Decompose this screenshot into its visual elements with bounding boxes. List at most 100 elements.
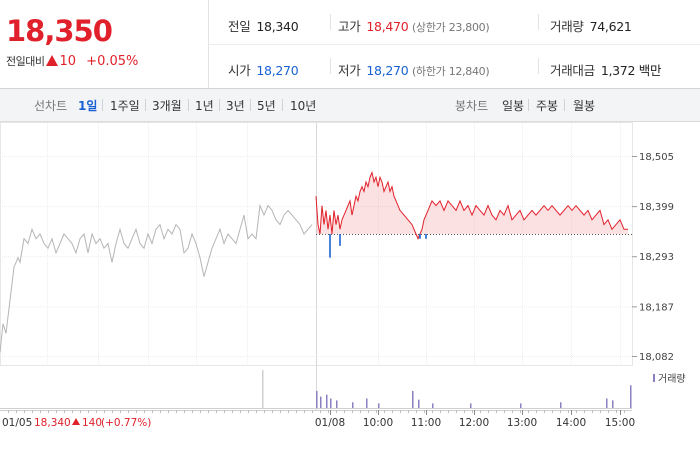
chart-plot [0,170,632,353]
volume-bar [326,394,328,408]
volume-legend-label: 거래량 [658,373,686,385]
divider [250,99,251,111]
prev-day-change: 140 [82,417,102,429]
tab-weekly-candle[interactable]: 주봉 [536,99,559,113]
tab-1year[interactable]: 1년 [195,99,214,113]
volume-chart: 거래량 [0,370,686,409]
volume-bar [366,398,368,408]
divider [208,44,700,45]
tab-monthly-candle[interactable]: 월봉 [573,99,596,113]
volume-bar [612,400,614,408]
open-info: 시가 18,270 [228,60,299,79]
y-tick-label: 18,505 [639,152,674,163]
tab-10year[interactable]: 10년 [290,99,317,113]
open-label: 시가 [228,63,251,78]
lower-limit: (하한가 12,840) [412,65,490,78]
x-tick-label: 10:00 [363,417,393,429]
volume-bar [330,398,332,408]
volume-bar [470,403,472,408]
trade-amount-info: 거래대금 1,372 백만 [550,60,661,79]
change-value: 10 [59,54,77,69]
volume-value: 74,621 [589,19,632,34]
line-chart-title: 선차트 [34,99,68,113]
y-tick-label: 18,293 [639,252,674,263]
x-tick-label: 15:00 [605,417,635,429]
prev-close-value: 18,340 [256,19,299,34]
tab-daily-candle[interactable]: 일봉 [502,99,525,113]
low-value: 18,270 [366,63,409,78]
x-tick-label: 11:00 [411,417,441,429]
volume-label: 거래량 [550,19,584,34]
trade-amount-value: 1,372 백만 [600,63,662,78]
current-price-box: 18,350 전일대비 10 +0.05% [0,0,209,88]
volume-bar [352,402,354,408]
previous-day-price-line [0,203,313,353]
x-axis: 01/08 10:00 11:00 12:00 13:00 14:00 15:00 01/05… [0,410,635,429]
volume-bar [262,370,264,408]
divider [528,99,529,111]
prev-day-close: 18,340 [34,417,71,429]
volume-bar [520,403,522,408]
divider [188,99,189,111]
volume-bar [336,400,338,408]
x-tick-label: 01/08 [315,417,345,429]
divider [282,99,283,111]
candle-chart-title: 봉차트 [455,99,489,113]
tab-1day[interactable]: 1일 [78,99,98,113]
volume-bar [316,390,318,408]
prev-close-info: 전일 18,340 [228,16,299,35]
divider [145,99,146,111]
low-label: 저가 [338,63,361,78]
x-tick-label: 14:00 [556,417,586,429]
upper-limit: (상한가 23,800) [412,21,490,34]
tab-5year[interactable]: 5년 [257,99,276,113]
up-triangle-icon [46,55,59,66]
divider [564,99,565,111]
divider [330,14,331,30]
change-row: 전일대비 10 +0.05% [6,53,138,69]
x-tick-label: 12:00 [459,417,489,429]
volume-bar [606,398,608,408]
chart-tab-bar: 선차트 1일 1주일 3개월 1년 3년 5년 10년 봉차트 일봉 주봉 월봉 [0,89,700,122]
y-tick-label: 18,187 [639,302,674,313]
up-triangle-icon [72,418,80,425]
volume-bar [418,399,420,408]
chart-grid [0,122,633,410]
today-price-line [315,170,628,240]
tab-1week[interactable]: 1주일 [110,99,140,113]
chart-axes: 18,505 18,399 18,293 18,187 18,082 [632,152,674,363]
high-value: 18,470 [366,19,409,34]
divider [102,99,103,111]
today-price-area [316,172,628,239]
x-tick-label: 13:00 [507,417,537,429]
prev-close-label: 전일 [228,19,251,34]
open-value: 18,270 [256,63,299,78]
volume-bar [630,385,632,408]
tab-3year[interactable]: 3년 [226,99,245,113]
high-info: 고가 18,470 (상한가 23,800) [338,16,490,35]
tab-3month[interactable]: 3개월 [152,99,182,113]
current-price: 18,350 [6,14,113,48]
divider [538,14,539,30]
low-info: 저가 18,270 (하한가 12,840) [338,60,490,79]
volume-bar [432,403,434,408]
volume-bar [378,403,380,408]
divider [538,58,539,74]
change-label: 전일대비 [6,55,45,68]
trade-amount-label: 거래대금 [550,63,595,78]
prev-day-rate: (+0.77%) [101,417,151,429]
volume-bar [320,396,322,408]
volume-bar [412,390,414,408]
prev-day-date: 01/05 [2,417,32,429]
divider [219,99,220,111]
divider [330,58,331,74]
change-rate: +0.05% [86,54,139,69]
y-tick-label: 18,399 [639,202,674,213]
high-label: 고가 [338,19,361,34]
volume-bar [560,402,562,408]
price-header: 18,350 전일대비 10 +0.05% 전일 18,340 고가 18,470 (… [0,0,700,89]
y-tick-label: 18,082 [639,352,674,363]
volume-legend-swatch [653,374,655,382]
volume-info: 거래량 74,621 [550,16,632,35]
